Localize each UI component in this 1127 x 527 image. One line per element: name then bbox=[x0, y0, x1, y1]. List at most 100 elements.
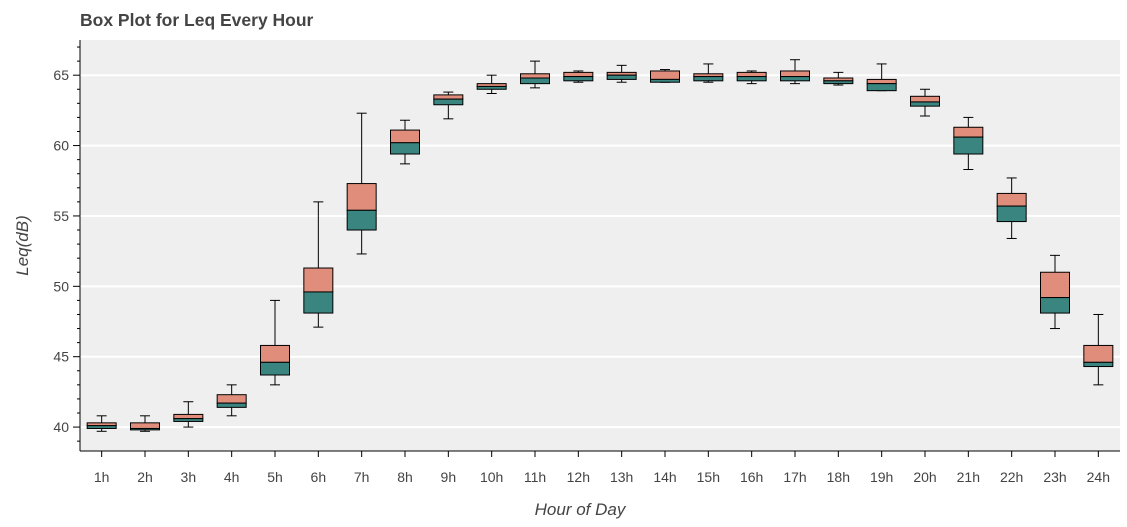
y-tick-label: 60 bbox=[53, 138, 69, 154]
lower-box bbox=[953, 136, 984, 155]
lower-box bbox=[216, 402, 247, 408]
lower-box bbox=[433, 98, 464, 106]
y-axis-label: Leq(dB) bbox=[13, 215, 32, 275]
lower-box bbox=[1040, 297, 1070, 314]
box-10h bbox=[476, 74, 507, 94]
box-23h bbox=[1040, 254, 1070, 330]
x-tick-label: 18h bbox=[827, 469, 850, 485]
upper-box bbox=[953, 126, 984, 138]
lower-box bbox=[996, 205, 1027, 223]
upper-box bbox=[173, 413, 204, 420]
x-tick-label: 21h bbox=[957, 469, 980, 485]
box-1h bbox=[86, 415, 117, 432]
lower-box bbox=[86, 425, 117, 429]
y-tick-label: 65 bbox=[53, 67, 69, 83]
x-tick-label: 4h bbox=[224, 469, 240, 485]
box-7h bbox=[346, 112, 377, 255]
lower-box bbox=[346, 209, 377, 231]
box-8h bbox=[390, 119, 420, 165]
lower-box bbox=[736, 76, 767, 82]
upper-box bbox=[563, 71, 594, 78]
x-tick-label: 17h bbox=[783, 469, 806, 485]
box-5h bbox=[260, 299, 290, 386]
x-tick-label: 13h bbox=[610, 469, 633, 485]
x-tick-label: 19h bbox=[870, 469, 893, 485]
x-tick-label: 23h bbox=[1043, 469, 1066, 485]
box-4h bbox=[216, 384, 247, 417]
lower-box bbox=[650, 78, 680, 83]
lower-box bbox=[606, 74, 637, 80]
upper-box bbox=[520, 73, 550, 79]
lower-box bbox=[1083, 361, 1114, 368]
box-15h bbox=[693, 63, 724, 83]
y-tick-label: 40 bbox=[53, 419, 69, 435]
x-tick-label: 8h bbox=[397, 469, 413, 485]
x-axis-label: Hour of Day bbox=[535, 500, 627, 519]
lower-box bbox=[563, 76, 594, 82]
box-24h bbox=[1083, 313, 1114, 386]
upper-box bbox=[866, 78, 897, 85]
lower-box bbox=[780, 76, 810, 82]
box-17h bbox=[780, 59, 810, 85]
x-tick-label: 11h bbox=[524, 469, 546, 485]
box-22h bbox=[996, 177, 1027, 239]
box-18h bbox=[823, 71, 854, 86]
x-tick-label: 20h bbox=[913, 469, 936, 485]
x-tick-label: 24h bbox=[1087, 469, 1110, 485]
y-tick-label: 50 bbox=[53, 278, 69, 294]
x-tick-label: 14h bbox=[653, 469, 676, 485]
chart-title: Box Plot for Leq Every Hour bbox=[80, 10, 314, 30]
box-16h bbox=[736, 70, 767, 85]
box-20h bbox=[910, 88, 940, 117]
box-9h bbox=[433, 91, 464, 120]
box-series bbox=[86, 59, 1114, 432]
x-tick-label: 22h bbox=[1000, 469, 1023, 485]
lower-box bbox=[823, 80, 854, 85]
upper-box bbox=[996, 192, 1027, 207]
y-tick-label: 55 bbox=[53, 208, 69, 224]
upper-box bbox=[390, 129, 420, 144]
lower-box bbox=[476, 85, 507, 90]
x-tick-label: 10h bbox=[480, 469, 503, 485]
upper-box bbox=[130, 422, 160, 429]
lower-box bbox=[303, 291, 334, 314]
x-tick-label: 16h bbox=[740, 469, 763, 485]
box-13h bbox=[606, 64, 637, 83]
box-19h bbox=[866, 63, 897, 92]
upper-box bbox=[216, 394, 247, 404]
upper-box bbox=[1040, 271, 1070, 299]
upper-box bbox=[346, 183, 377, 211]
box-2h bbox=[130, 415, 160, 432]
lower-box bbox=[390, 142, 420, 155]
lower-box bbox=[693, 76, 724, 82]
upper-box bbox=[650, 70, 680, 80]
lower-box bbox=[866, 83, 897, 92]
lower-box bbox=[173, 418, 204, 422]
x-tick-label: 7h bbox=[354, 469, 370, 485]
plot-area bbox=[80, 40, 1120, 451]
y-tick-label: 45 bbox=[53, 349, 69, 365]
x-tick-label: 2h bbox=[137, 469, 153, 485]
x-tick-label: 9h bbox=[441, 469, 457, 485]
upper-box bbox=[433, 94, 464, 100]
box-6h bbox=[303, 201, 334, 328]
x-tick-label: 12h bbox=[567, 469, 590, 485]
upper-box bbox=[303, 267, 334, 293]
lower-box bbox=[260, 361, 290, 376]
upper-box bbox=[1083, 344, 1114, 363]
box-12h bbox=[563, 70, 594, 83]
x-tick-label: 15h bbox=[697, 469, 720, 485]
x-tick-label: 5h bbox=[267, 469, 283, 485]
upper-box bbox=[260, 344, 290, 363]
grid-lines bbox=[80, 74, 1120, 429]
box-3h bbox=[173, 401, 204, 428]
x-tick-label: 6h bbox=[311, 469, 327, 485]
upper-box bbox=[780, 70, 810, 78]
box-14h bbox=[650, 69, 680, 83]
lower-box bbox=[910, 101, 940, 107]
lower-box bbox=[130, 427, 160, 431]
lower-box bbox=[520, 77, 550, 85]
x-tick-label: 1h bbox=[94, 469, 110, 485]
upper-box bbox=[736, 71, 767, 78]
